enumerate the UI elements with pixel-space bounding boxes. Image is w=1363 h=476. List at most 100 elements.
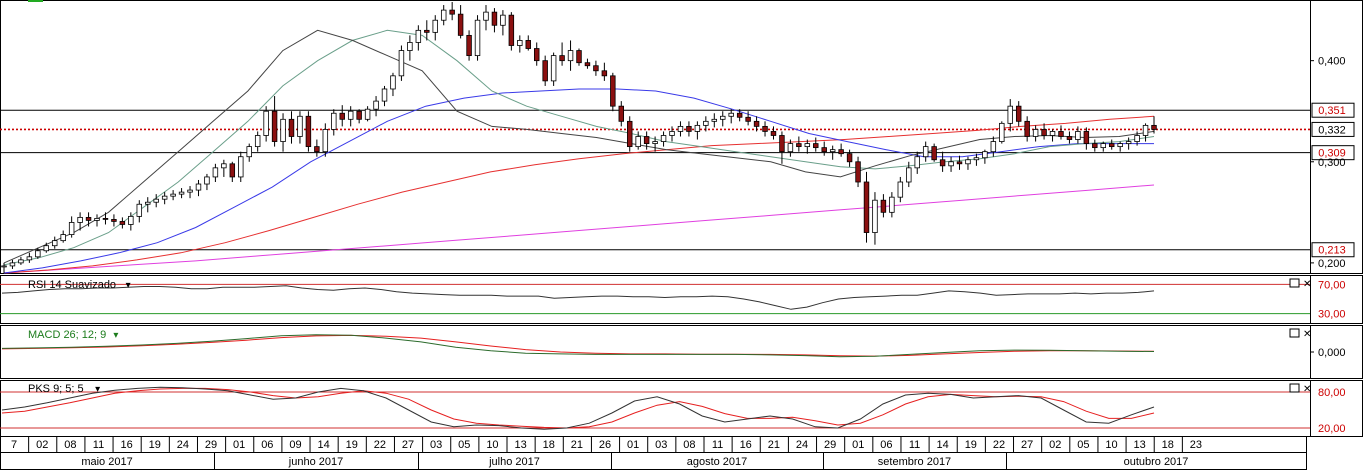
candle-body [26,256,33,261]
candle [432,15,438,41]
macd-signal-line [1,334,1155,357]
day-tick-label: 01 [233,439,245,451]
rsi-dropdown-icon: ▾ [126,280,131,291]
candle-body [35,250,41,258]
rsi-band-label: 70,00 [1318,279,1346,291]
moving-average-red [3,115,1155,274]
candle-body [1066,136,1073,140]
candle-body [466,34,472,57]
panel-frame-0 [0,0,1363,274]
candle-body [906,167,912,183]
candle [922,141,929,162]
level-tag-label: 0,309 [1318,148,1346,160]
day-tick-label: 22 [993,439,1005,451]
day-tick-label: 01 [852,439,864,451]
candle [1108,139,1115,150]
candle-body [415,29,422,43]
candle [1,262,7,273]
candle [280,113,286,152]
price-panel: 0,351 0,332 0,309 0,213 0,400 0,300 0,200 [0,2,1355,274]
day-tick-label: 24 [796,439,808,451]
candle-body [1007,105,1013,124]
pks-maximize-button[interactable] [1289,383,1300,393]
candle [1075,126,1081,144]
candle-body [1092,143,1098,149]
candle-body [686,125,692,132]
candle-body [939,159,946,167]
candle [550,52,557,86]
day-tick-label: 29 [824,439,836,451]
candle-body [94,217,100,221]
candle [68,216,75,238]
candle [1092,139,1098,152]
day-tick-label: 03 [655,439,667,451]
candle-body [52,240,58,247]
candle [1100,141,1106,152]
level-tag [1311,121,1355,137]
candle-body [18,259,24,264]
candle-body [43,245,50,252]
candle-body [407,42,413,51]
candle [9,259,16,269]
day-tick-label: 22 [374,439,386,451]
candle [855,156,861,188]
stochastic-dropdown-icon: ▾ [95,384,100,395]
candle [187,186,193,199]
candle-body [593,65,599,72]
candle-body [77,216,83,223]
candle [43,242,50,253]
candle-body [119,221,126,225]
candle [770,126,777,140]
day-tick-label: 16 [740,439,752,451]
candle-body [643,136,650,144]
candle-body [1041,129,1047,136]
day-tick-label: 06 [261,439,273,451]
candle [813,137,819,152]
candle-body [263,110,269,136]
day-tick-label: 09 [289,439,301,451]
candle-body [1134,135,1140,142]
candle [618,101,625,127]
candle [1032,125,1039,142]
candle [128,212,134,231]
candle [331,109,337,136]
rsi-line [1,285,1155,310]
candle [660,131,667,147]
candle [533,42,540,66]
candle-body [187,189,193,193]
candle [305,111,312,152]
day-tick-label: 14 [937,439,949,451]
candle-body [373,100,379,110]
candle [339,105,345,127]
month-label: junho 2017 [288,456,343,468]
candle-body [1108,143,1115,148]
candle [483,5,489,31]
candle [796,136,802,152]
candle-body [720,115,726,120]
candle-body [322,129,329,153]
day-tick-label: 21 [768,439,780,451]
macd-line [1,334,1155,358]
candle [584,58,591,69]
candle-body [567,50,574,62]
candle [736,109,743,122]
stochastic-panel: 80,00 20,00 PKS 9; 5; 5 ▾ [0,383,1346,435]
stochastic-band-label: 20,00 [1318,423,1346,435]
day-tick-label: 13 [514,439,526,451]
macd-maximize-button[interactable] [1289,328,1300,338]
candle-body [347,110,354,120]
day-tick-label: 27 [402,439,414,451]
moving-average-dark [3,29,1155,264]
candle [593,60,599,76]
rsi-maximize-button[interactable] [1289,278,1300,288]
day-tick-label: 16 [121,439,133,451]
candle [508,12,515,51]
candle [457,5,464,39]
day-tick-label: 10 [1105,439,1117,451]
panel-controls[interactable]: ✕ ✕ ✕ [1289,278,1311,395]
candle [1058,125,1064,140]
candle [576,48,582,66]
candle-body [914,156,920,169]
